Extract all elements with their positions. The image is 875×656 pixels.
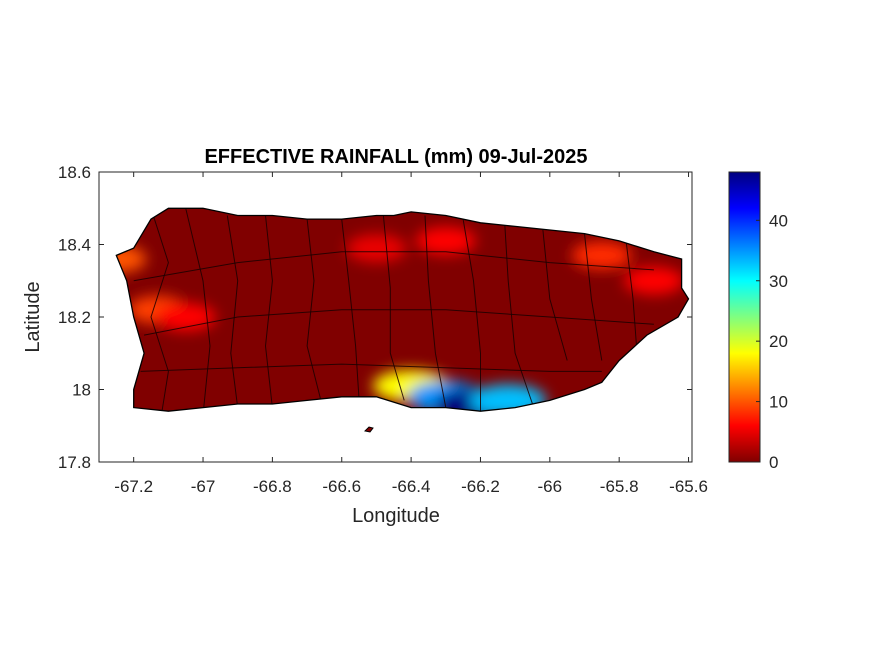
municipality-line-5 bbox=[341, 219, 360, 401]
rain-hotspots bbox=[116, 226, 684, 412]
municipality-line-3 bbox=[264, 215, 273, 408]
colorbar-gradient bbox=[728, 171, 761, 463]
municipality-line-14 bbox=[144, 309, 654, 336]
rain-hotspot-3 bbox=[346, 234, 407, 263]
x-tick-label: -66.8 bbox=[253, 477, 292, 496]
x-axis-label: Longitude bbox=[352, 505, 440, 527]
municipality-line-7 bbox=[424, 215, 447, 408]
colorbar-ticks: 0 10 20 30 40 bbox=[756, 211, 788, 472]
x-tick-label: -66.2 bbox=[461, 477, 500, 496]
colorbar-tick-label: 40 bbox=[769, 211, 788, 230]
y-tick-label: 18.4 bbox=[58, 236, 91, 255]
y-tick-label: 18 bbox=[72, 381, 91, 400]
x-tick-label: -67.2 bbox=[114, 477, 153, 496]
x-tick-label: -67 bbox=[191, 477, 216, 496]
municipality-line-13 bbox=[133, 251, 654, 282]
rain-hotspot-4 bbox=[415, 226, 476, 255]
chart-title: EFFECTIVE RAINFALL (mm) 09-Jul-2025 bbox=[204, 146, 587, 168]
y-tick-label: 17.8 bbox=[58, 453, 91, 472]
x-tick-label: -66.4 bbox=[392, 477, 431, 496]
municipality-line-11 bbox=[584, 233, 603, 361]
municipality-line-2 bbox=[226, 215, 239, 408]
x-axis: -67.2 -67 -66.8 -66.6 -66.4 -66.2 -66 -65.8 -65.… bbox=[114, 172, 708, 496]
coastline bbox=[115, 207, 690, 412]
rain-hotspot-6 bbox=[623, 266, 684, 295]
municipality-line-12 bbox=[625, 240, 637, 347]
y-axis-label: Latitude bbox=[22, 281, 44, 352]
colorbar-tick-label: 10 bbox=[769, 393, 788, 412]
y-axis: 18.6 18.4 18.2 18 17.8 bbox=[58, 163, 692, 472]
municipality-line-9 bbox=[504, 222, 533, 405]
municipality-boundaries bbox=[133, 208, 654, 412]
x-tick-label: -66 bbox=[538, 477, 563, 496]
municipality-line-8 bbox=[462, 219, 481, 412]
municipality-line-15 bbox=[140, 363, 602, 372]
municipality-line-0 bbox=[150, 208, 169, 412]
x-tick-label: -65.8 bbox=[600, 477, 639, 496]
colorbar: 0 10 20 30 40 bbox=[728, 171, 788, 472]
y-tick-label: 18.2 bbox=[58, 308, 91, 327]
colorbar-tick-label: 30 bbox=[769, 272, 788, 291]
y-tick-label: 18.6 bbox=[58, 163, 91, 182]
x-tick-label: -65.6 bbox=[669, 477, 708, 496]
municipality-line-4 bbox=[306, 219, 322, 401]
rain-hotspot-5 bbox=[571, 241, 632, 270]
municipality-line-10 bbox=[542, 229, 568, 361]
colorbar-tick-label: 20 bbox=[769, 332, 788, 351]
colorbar-tick-label: 0 bbox=[769, 453, 778, 472]
island-vieques bbox=[363, 426, 374, 433]
x-tick-label: -66.6 bbox=[322, 477, 361, 496]
municipality-line-1 bbox=[185, 208, 211, 412]
rainfall-map bbox=[115, 207, 690, 433]
